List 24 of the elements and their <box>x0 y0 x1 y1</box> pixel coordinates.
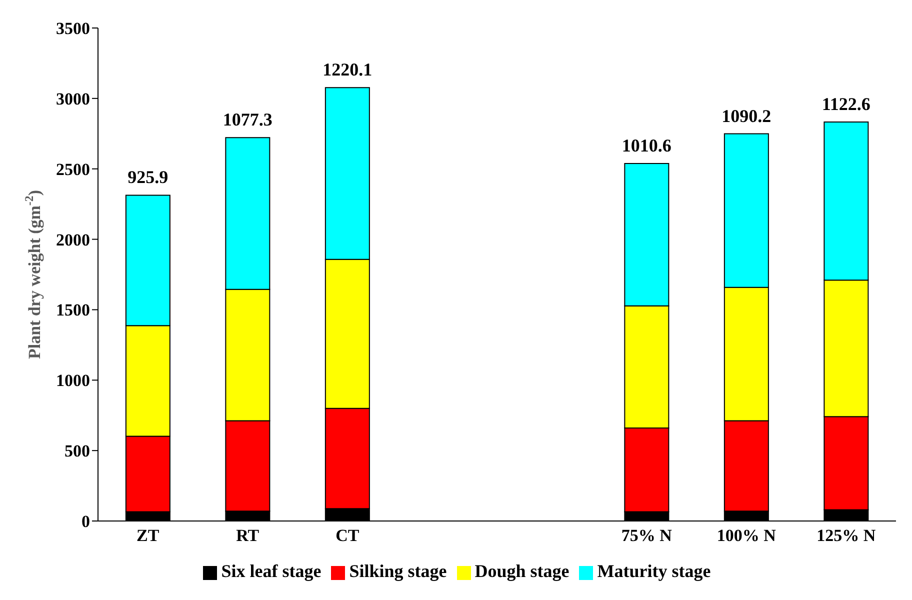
y-tick-label: 2500 <box>56 160 90 179</box>
data-label: 1220.1 <box>322 60 372 80</box>
data-label: 1090.2 <box>722 106 772 126</box>
x-tick-label: 100% N <box>716 526 777 546</box>
x-tick-label: ZT <box>136 526 160 546</box>
data-label: 1122.6 <box>822 94 870 114</box>
legend-label: Six leaf stage <box>221 561 322 581</box>
x-tick-label: RT <box>236 526 260 546</box>
y-tick-label: 500 <box>64 442 90 461</box>
legend-label: Dough stage <box>474 561 570 581</box>
legend-label: Maturity stage <box>597 561 711 581</box>
data-label: 1010.6 <box>622 136 672 156</box>
x-tick-label: CT <box>336 526 360 546</box>
legend-label: Silking stage <box>349 561 447 581</box>
x-tick-label: 125% N <box>816 526 876 546</box>
x-tick-label: 75% N <box>621 526 673 546</box>
y-tick-label: 3500 <box>56 19 90 38</box>
data-label: 925.9 <box>128 167 168 188</box>
data-label: 1077.3 <box>222 110 272 130</box>
y-tick-label: 1000 <box>56 371 90 390</box>
y-tick-label: 1500 <box>56 300 90 320</box>
y-tick-label: 0 <box>82 512 90 532</box>
y-tick-label: 2000 <box>56 230 90 250</box>
y-tick-label: 3000 <box>56 89 90 108</box>
